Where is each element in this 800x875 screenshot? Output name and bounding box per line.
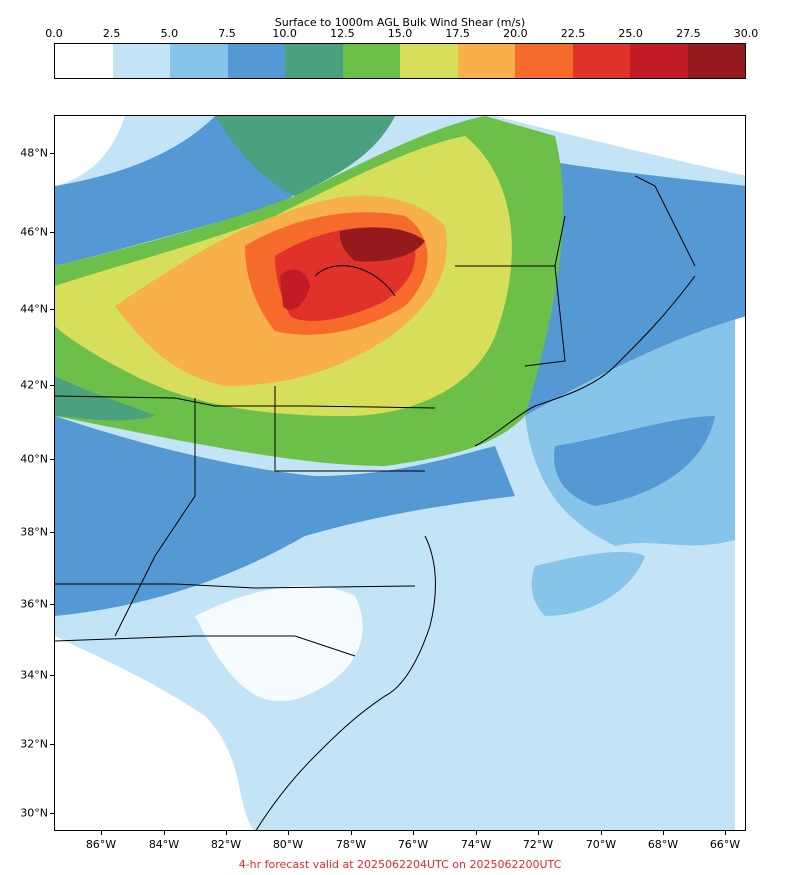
colorbar-tick-label: 27.5 [676,27,701,40]
colorbar [54,43,746,79]
west-blue-band [55,416,515,616]
colorbar-bin [227,44,285,78]
longitude-tick [226,831,227,835]
colorbar-tick-label: 5.0 [160,27,179,40]
wind-shear-map [55,116,745,830]
longitude-tick [164,831,165,835]
latitude-tick [50,744,54,745]
longitude-label: 74°W [460,838,492,851]
longitude-tick [413,831,414,835]
latitude-label: 40°N [20,452,48,466]
colorbar-tick-label: 10.0 [272,27,297,40]
colorbar-bin [457,44,515,78]
latitude-label: 38°N [20,525,48,539]
colorbar-tick-label: 20.0 [503,27,528,40]
colorbar-bin [55,44,113,78]
low-shear-white-northwest [55,116,125,186]
low-shear-white-south [55,636,254,830]
colorbar-tick-label: 7.5 [218,27,236,40]
latitude-tick [50,532,54,533]
latitude-tick [50,385,54,386]
dark-red-core [339,227,425,262]
latitude-tick [50,675,54,676]
longitude-label: 80°W [272,838,304,851]
longitude-label: 82°W [210,838,242,851]
longitude-tick [288,831,289,835]
longitude-tick [725,831,726,835]
colorbar-bin [285,44,343,78]
longitude-label: 76°W [397,838,429,851]
latitude-label: 34°N [20,668,48,682]
colorbar-tick-label: 15.0 [387,27,413,40]
colorbar-tick-label: 22.5 [560,27,586,40]
latitude-label: 46°N [20,225,48,239]
latitude-tick [50,232,54,233]
colorbar-bin [687,44,745,78]
patch-atlantic-east [531,551,645,616]
colorbar-tick-label: 30.0 [733,27,759,40]
latitude-label: 44°N [20,302,48,316]
colorbar-tick-label: 12.5 [330,27,355,40]
forecast-footer: 4-hr forecast valid at 2025062204UTC on … [238,858,562,871]
longitude-tick [601,831,602,835]
latitude-label: 32°N [20,737,48,751]
longitude-tick [351,831,352,835]
longitude-tick [476,831,477,835]
coastlines [55,175,696,830]
colorbar-tick-labels: 0.0 2.5 5.0 7.5 10.0 12.5 15.0 17.5 20.0 22.5 25.0… [45,27,758,41]
colorbar-title: Surface to 1000m AGL Bulk Wind Shear (m/… [274,16,526,29]
ocean-shear-band [554,416,715,506]
longitude-label: 70°W [585,838,617,851]
latitude-tick [50,459,54,460]
teal-patch-west [55,376,155,421]
latitude-tick [50,309,54,310]
colorbar-tick-label: 2.5 [102,27,121,40]
longitude-label: 68°W [647,838,679,851]
colorbar-tick-label: 25.0 [618,27,643,40]
colorbar-bin [112,44,170,78]
crimson-streak [280,269,310,310]
latitude-tick [50,153,54,154]
colorbar-bin [400,44,458,78]
teal-patch-north [215,116,395,196]
outside-domain-white [495,116,745,176]
latitude-label: 42°N [20,378,48,392]
longitude-label: 78°W [335,838,367,851]
colorbar-bin [572,44,630,78]
longitude-tick [101,831,102,835]
longitude-label: 66°W [709,838,741,851]
colorbar-bin [342,44,400,78]
colorbar-tick-label: 0.0 [45,27,63,40]
colorbar-bin [170,44,228,78]
longitude-label: 72°W [522,838,554,851]
longitude-label: 86°W [85,838,117,851]
longitude-tick [538,831,539,835]
map-panel [54,115,746,831]
low-shear-white-carolina [195,585,363,702]
longitude-tick [663,831,664,835]
longitude-label: 84°W [148,838,180,851]
latitude-label: 48°N [20,146,48,160]
outside-domain-white-east [735,199,745,830]
colorbar-tick-label: 17.5 [445,27,470,40]
colorbar-bin [515,44,573,78]
latitude-label: 36°N [20,597,48,611]
colorbar-bin [630,44,688,78]
latitude-tick [50,813,54,814]
latitude-tick [50,604,54,605]
latitude-label: 30°N [20,806,48,820]
